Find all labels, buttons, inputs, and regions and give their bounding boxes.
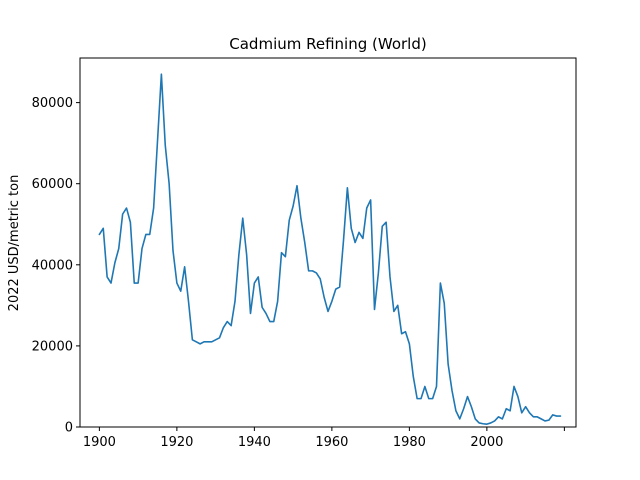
chart-title: Cadmium Refining (World)	[229, 35, 426, 53]
x-tick-label: 1920	[160, 435, 193, 450]
x-tick-label: 1900	[83, 435, 116, 450]
series-line-0	[98, 73, 562, 425]
x-tick-label: 1980	[393, 435, 426, 450]
y-tick-label: 80000	[32, 96, 73, 111]
x-tick-label: 1960	[315, 435, 348, 450]
y-tick-label: 0	[65, 421, 73, 436]
series-layer	[98, 73, 562, 425]
y-tick-label: 40000	[32, 258, 73, 273]
y-tick-label: 60000	[32, 177, 73, 192]
ticks-layer: 1900 1920 1940 1960 1980 20000200004000060000…	[32, 96, 565, 450]
y-tick-label: 20000	[32, 339, 73, 354]
plot-frame	[79, 57, 577, 428]
x-tick-label: 2000	[470, 435, 503, 450]
y-axis-label: 2022 USD/metric ton	[7, 175, 22, 312]
x-tick-label: 1940	[238, 435, 271, 450]
